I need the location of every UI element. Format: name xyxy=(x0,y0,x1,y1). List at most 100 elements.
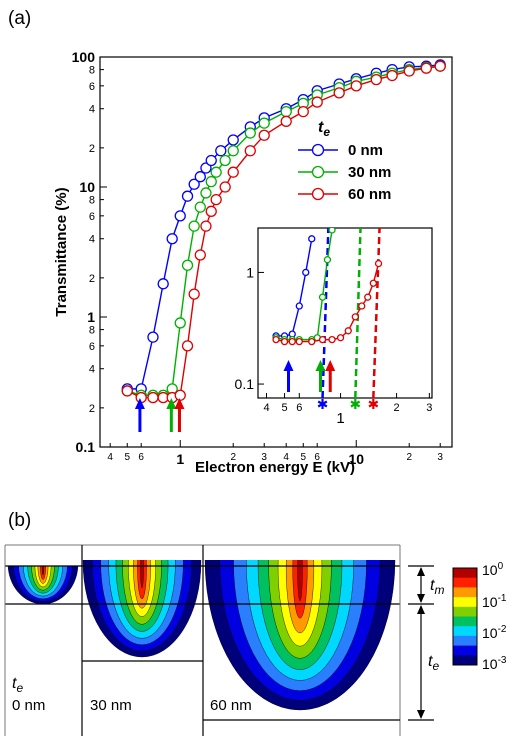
contour-band xyxy=(297,560,303,601)
y-axis-label: Transmittance (%) xyxy=(53,187,70,316)
marker-arrow xyxy=(134,398,145,432)
y-tick-label: 8 xyxy=(89,195,95,207)
data-point xyxy=(121,385,133,397)
dim-label: te xyxy=(428,653,439,673)
data-point xyxy=(295,337,303,346)
data-point xyxy=(323,256,332,264)
column-label: 30 nm xyxy=(90,697,132,714)
data-point xyxy=(420,62,432,74)
data-point xyxy=(200,162,212,174)
data-point xyxy=(308,235,316,243)
colorbar-band xyxy=(453,635,477,647)
x-axis-label: Electron energy E (kV) xyxy=(195,459,355,476)
marker-arrow xyxy=(174,398,185,432)
column-label: 0 nm xyxy=(12,697,45,714)
data-point xyxy=(328,228,336,234)
arrow-head xyxy=(166,398,177,409)
y-tick-label: 8 xyxy=(89,325,95,337)
exponent: 0 xyxy=(498,561,504,572)
colorbar-frame xyxy=(452,567,478,666)
data-point xyxy=(351,313,359,321)
subscript: e xyxy=(16,681,23,695)
symbol: t xyxy=(428,653,433,670)
data-point xyxy=(369,279,377,287)
data-point xyxy=(147,331,159,343)
series-group xyxy=(121,59,446,404)
y-tick-label: 4 xyxy=(89,234,95,246)
legend-label: 30 nm xyxy=(348,164,391,181)
legend-marker xyxy=(311,143,325,157)
contour-map xyxy=(204,560,396,711)
inset-x-tick-label: 1 xyxy=(336,410,344,427)
data-point xyxy=(344,327,352,335)
data-point xyxy=(280,115,292,127)
data-point xyxy=(302,268,310,277)
inset-x-tick-label: 2 xyxy=(394,402,400,414)
x-tick-label: 2 xyxy=(230,452,236,463)
x-tick-label: 5 xyxy=(300,452,306,463)
y-tick-label: 1 xyxy=(87,309,95,325)
star-marker xyxy=(368,399,379,409)
data-point xyxy=(219,154,231,167)
colorbar-label: 100 xyxy=(482,561,504,578)
legend-label: 60 nm xyxy=(348,186,391,203)
y-tick-label: 4 xyxy=(89,104,95,116)
data-point xyxy=(311,96,323,108)
colorbar-band xyxy=(453,655,477,666)
data-point xyxy=(297,105,309,118)
data-point xyxy=(336,334,345,342)
data-point xyxy=(194,171,206,183)
marker-arrow xyxy=(283,360,294,392)
data-point xyxy=(318,293,327,301)
star-stroke xyxy=(350,400,361,408)
subscript: e xyxy=(432,659,439,673)
x-tick-label: 3 xyxy=(261,452,267,463)
data-point xyxy=(210,166,222,178)
x-tick-label: 6 xyxy=(138,452,144,463)
data-point xyxy=(181,190,194,202)
inset-x-tick-label: 5 xyxy=(281,402,287,414)
data-point xyxy=(194,201,206,213)
colorbar-band xyxy=(453,645,477,656)
subscript: e xyxy=(323,125,330,139)
colorbar-band xyxy=(453,606,477,617)
legend-title: te xyxy=(318,119,330,139)
data-point xyxy=(205,154,217,167)
data-point xyxy=(308,337,316,346)
data-point xyxy=(374,259,383,268)
data-point xyxy=(288,337,296,346)
data-point xyxy=(205,205,217,217)
base: 10 xyxy=(482,562,498,578)
data-point xyxy=(280,337,289,346)
arrow-head xyxy=(174,398,185,409)
data-point xyxy=(219,181,231,193)
data-point xyxy=(244,127,256,139)
data-point xyxy=(205,175,217,188)
inset-y-tick-label: 1 xyxy=(246,264,254,280)
data-point xyxy=(188,178,200,190)
arrow-head xyxy=(417,594,425,603)
series-group xyxy=(272,228,383,346)
exponent: -1 xyxy=(498,593,507,604)
dim-label: tm xyxy=(430,577,444,597)
contour-band xyxy=(140,560,144,588)
exponent: -2 xyxy=(498,624,507,635)
plot-frame xyxy=(99,56,453,448)
colorbar-band xyxy=(453,587,477,598)
arrow-head xyxy=(417,567,425,576)
marker-arrow xyxy=(325,360,336,392)
colorbar-label: 10-2 xyxy=(482,624,507,641)
base: 10 xyxy=(482,625,498,641)
x-tick-label: 4 xyxy=(107,452,113,463)
arrow-head xyxy=(315,360,326,371)
y-tick-label: 2 xyxy=(89,403,95,415)
data-point xyxy=(200,220,212,232)
inset-y-tick-label: 0.1 xyxy=(235,376,255,392)
x-tick-label: 3 xyxy=(437,452,443,463)
data-point xyxy=(181,340,194,352)
colorbar-label: 10-3 xyxy=(482,655,507,672)
data-point xyxy=(194,249,206,261)
colorbar-band xyxy=(453,577,477,588)
data-point xyxy=(258,129,270,141)
